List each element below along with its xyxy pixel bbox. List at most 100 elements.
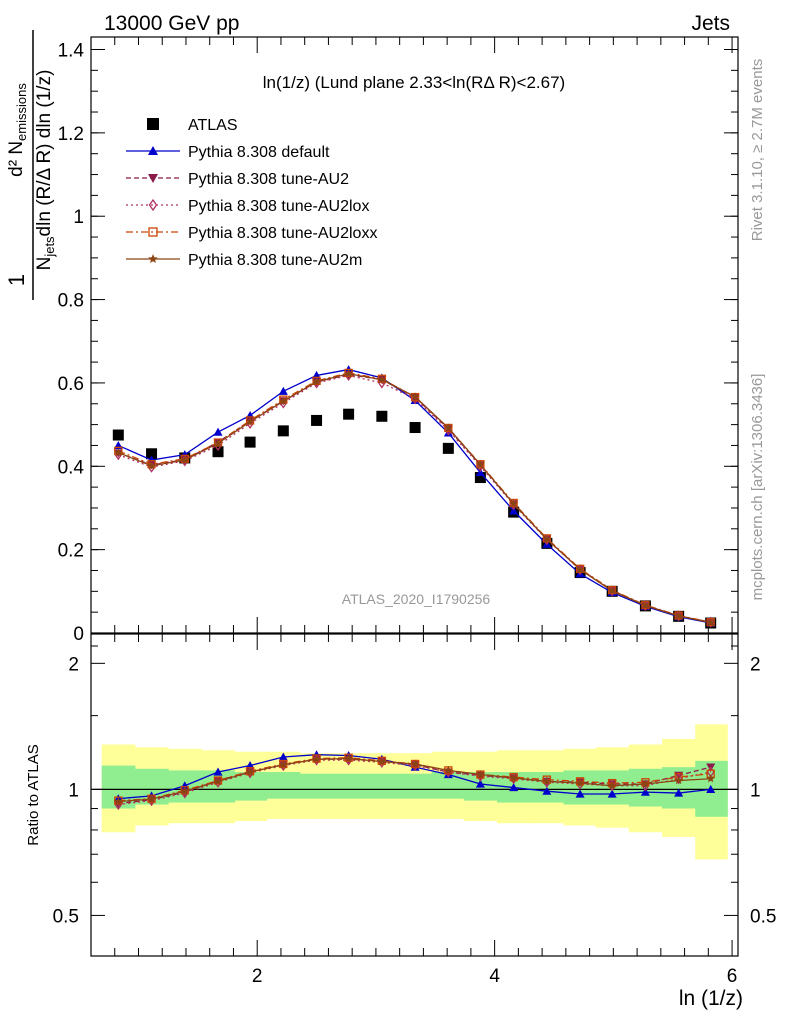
- y-tick-label: 0.6: [58, 374, 84, 395]
- data-point: [607, 586, 617, 595]
- svg-text:Njetsdln (R/Δ R) dln (1/z): Njetsdln (R/Δ R) dln (1/z): [34, 70, 57, 271]
- y-tick-label: 1.4: [58, 41, 85, 62]
- data-point: [377, 375, 387, 384]
- ratio-plot-panel: 0.5 0.5 1 1 2 2: [53, 633, 776, 957]
- ratio-data-point: [640, 787, 650, 796]
- data-point: [706, 618, 715, 627]
- data-point: [114, 448, 123, 457]
- ratio-data-point: [575, 778, 585, 787]
- legend-marker: [148, 227, 158, 237]
- data-point: [112, 429, 124, 441]
- ratio-data-point: [476, 770, 485, 779]
- legend-label: ATLAS: [188, 117, 238, 134]
- data-point: [411, 393, 420, 405]
- data-point: [343, 408, 355, 420]
- header-right: Jets: [691, 12, 730, 35]
- ratio-y-tick-label-right: 0.5: [750, 906, 776, 927]
- data-point: [312, 377, 321, 386]
- uncertainty-band-inner: [299, 773, 334, 799]
- ratio-data-point: [147, 794, 156, 803]
- data-point: [277, 425, 289, 437]
- svg-text:1: 1: [4, 274, 29, 286]
- ratio-data-point: [607, 789, 617, 798]
- data-point: [509, 506, 519, 515]
- ratio-y-tick-label: 2: [68, 654, 79, 675]
- uncertainty-band-inner: [266, 772, 301, 799]
- y-tick-label: 0.2: [58, 541, 84, 562]
- ratio-data-point: [279, 760, 288, 769]
- data-point: [442, 442, 454, 454]
- ratio-data-point: [444, 765, 453, 774]
- ratio-data-point: [245, 767, 255, 776]
- svg-text:d² Nemissions: d² Nemissions: [6, 83, 29, 177]
- data-point: [278, 386, 288, 395]
- legend-marker: [148, 174, 158, 183]
- ratio-data-point: [180, 786, 190, 795]
- y-tick-label: 1: [73, 207, 84, 228]
- uncertainty-band-inner: [398, 773, 433, 799]
- ratio-y-tick-label: 1: [68, 780, 79, 801]
- data-point: [146, 448, 158, 460]
- x-axis-label: ln (1/z): [679, 987, 743, 1010]
- data-point: [444, 423, 453, 432]
- ratio-data-point: [575, 789, 585, 798]
- ratio-data-point: [542, 776, 552, 785]
- ratio-data-point: [410, 759, 420, 768]
- data-point: [410, 392, 420, 401]
- x-tick-label: 4: [489, 966, 500, 987]
- data-point: [147, 461, 156, 470]
- legend-marker: [148, 198, 158, 212]
- ratio-data-point: [674, 788, 684, 797]
- x-tick-label: 2: [252, 966, 263, 987]
- y-tick-label: 0.8: [58, 291, 84, 312]
- y-tick-label: 1.2: [58, 124, 84, 145]
- legend-label: Pythia 8.308 tune-AU2lox: [188, 198, 369, 215]
- series-line: [118, 373, 711, 623]
- ratio-data-point: [607, 781, 617, 790]
- data-point: [245, 417, 255, 426]
- rivet-note: Rivet 3.1.10, ≥ 2.7M events: [749, 59, 766, 242]
- ratio-data-point: [213, 776, 223, 785]
- data-point: [509, 499, 518, 508]
- data-point: [674, 611, 683, 620]
- ratio-data-point: [377, 757, 387, 766]
- data-point: [475, 468, 485, 477]
- legend-label: Pythia 8.308 tune-AU2: [188, 171, 349, 188]
- ratio-data-point: [706, 784, 716, 793]
- legend-marker: [148, 254, 158, 263]
- series-line: [118, 373, 711, 624]
- ratio-data-point: [344, 754, 353, 763]
- uncertainty-band-inner: [365, 773, 399, 799]
- data-point: [212, 446, 224, 458]
- data-point: [474, 472, 486, 484]
- data-point: [706, 616, 715, 628]
- y-tick-label: 0.4: [58, 457, 85, 478]
- ratio-data-point: [674, 776, 683, 785]
- ratio-data-point: [542, 786, 552, 795]
- ratio-data-point: [213, 767, 223, 776]
- legend-label: Pythia 8.308 default: [188, 144, 330, 161]
- ratio-data-point: [509, 783, 519, 792]
- data-point: [476, 460, 485, 469]
- data-point: [311, 414, 323, 426]
- data-point: [344, 369, 353, 378]
- data-point: [409, 422, 421, 434]
- main-y-label: 1 d² Nemissions Njetsdln (R/Δ R) dln (1/…: [4, 30, 57, 300]
- series-line: [118, 372, 711, 623]
- legend: ATLAS Pythia 8.308 default Pythia 8.308 tu…: [126, 117, 377, 269]
- legend-marker: [147, 118, 159, 130]
- ratio-y-tick-label-right: 2: [750, 654, 761, 675]
- legend-label: Pythia 8.308 tune-AU2loxx: [188, 225, 377, 242]
- ratio-data-point: [641, 779, 650, 788]
- data-point: [213, 427, 223, 436]
- data-point: [279, 396, 288, 405]
- ratio-data-point: [509, 773, 518, 782]
- uncertainty-band-inner: [333, 773, 366, 799]
- ratio-y-tick-label: 0.5: [53, 906, 79, 927]
- data-point: [376, 410, 388, 422]
- main-plot-panel: 0 0.2 0.4 0.6 0.8 1 1.2 1.4 2 4 6: [58, 36, 739, 987]
- data-point: [575, 565, 585, 574]
- ratio-data-point: [114, 798, 123, 811]
- data-point: [180, 455, 190, 464]
